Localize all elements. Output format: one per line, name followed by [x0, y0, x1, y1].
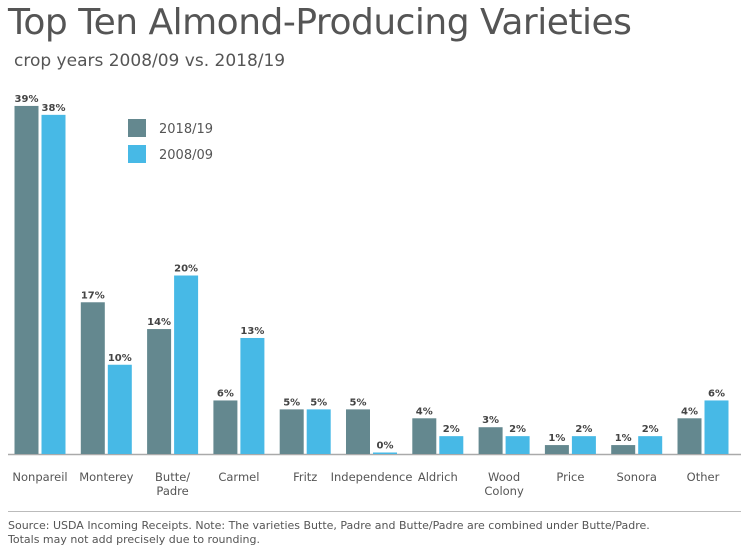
bar-2008-09-8 — [571, 436, 596, 454]
data-label: 2% — [443, 424, 460, 435]
category-label: Independence — [331, 470, 413, 484]
legend-label: 2008/09 — [159, 148, 213, 163]
data-label: 2% — [509, 424, 526, 435]
category-label: Nonpareil — [12, 470, 67, 484]
bar-2008-09-6 — [439, 436, 464, 454]
category-label: Butte/Padre — [155, 470, 190, 498]
category-label: Wood Colony — [484, 470, 524, 498]
bar-2018-19-7 — [478, 427, 503, 454]
category-label: Sonora — [616, 470, 656, 484]
data-label: 13% — [240, 326, 264, 337]
legend-swatch-0 — [128, 119, 146, 137]
bar-2018-19-10 — [677, 418, 702, 454]
data-label: 2% — [575, 424, 592, 435]
data-label: 5% — [310, 397, 327, 408]
bar-2018-19-1 — [80, 302, 105, 454]
legend-label: 2018/19 — [159, 122, 213, 137]
data-label: 6% — [217, 388, 234, 399]
bar-2018-19-8 — [544, 445, 569, 454]
category-label: Other — [687, 470, 720, 484]
data-label: 20% — [174, 264, 198, 275]
data-label: 1% — [548, 433, 565, 444]
chart-title: Top Ten Almond-Producing Varieties — [8, 2, 632, 43]
data-label: 1% — [615, 433, 632, 444]
data-label: 6% — [708, 388, 725, 399]
data-label: 10% — [108, 353, 132, 364]
bar-chart: 39%38% Nonpareil 17% 10% Monterey 14% 20% Butte… — [8, 94, 741, 498]
chart-subtitle: crop years 2008/09 vs. 2018/19 — [14, 51, 286, 71]
bar-2008-09-3 — [240, 337, 265, 454]
source-line-2: Totals may not add precisely due to roun… — [8, 533, 260, 546]
data-label: 4% — [416, 406, 433, 417]
bar-2008-09-7 — [505, 436, 530, 454]
bar-2018-19-9 — [611, 445, 636, 454]
bar-2018-19-5 — [346, 409, 370, 454]
bar-2018-19-2 — [147, 329, 172, 454]
bar-2018-19-3 — [213, 400, 238, 454]
bar-2008-09-5 — [373, 452, 397, 454]
category-label: Aldrich — [418, 470, 458, 484]
data-label: 2% — [642, 424, 659, 435]
bar-2008-09-2 — [174, 275, 199, 454]
bar-2008-09-0 — [41, 114, 66, 454]
bar-2008-09-1 — [107, 364, 132, 454]
bar-2018-19-4 — [279, 409, 304, 454]
bar-2008-09-4 — [306, 409, 331, 454]
source-line-1: Source: USDA Incoming Receipts. Note: Th… — [8, 519, 650, 532]
data-label: 14% — [147, 317, 171, 328]
category-label: Carmel — [218, 470, 259, 484]
category-label: Monterey — [79, 470, 133, 484]
bar-2008-09-10 — [704, 400, 729, 454]
data-label: 5% — [350, 397, 367, 408]
bar-2008-09-9 — [638, 436, 663, 454]
data-label: 38% — [42, 103, 66, 114]
bar-2018-19-6 — [412, 418, 437, 454]
data-label: 0% — [377, 441, 394, 452]
data-label: 5% — [283, 397, 300, 408]
data-label: 4% — [681, 406, 698, 417]
data-label: 3% — [482, 415, 499, 426]
data-label: 39% — [15, 94, 39, 105]
bar-2018-19-0 — [14, 105, 39, 455]
category-label: Fritz — [293, 470, 317, 484]
source-note: Source: USDA Incoming Receipts. Note: Th… — [8, 519, 650, 547]
legend-swatch-1 — [128, 145, 146, 163]
footer-divider — [8, 511, 741, 512]
data-label: 17% — [81, 290, 105, 301]
category-label: Price — [556, 470, 584, 484]
